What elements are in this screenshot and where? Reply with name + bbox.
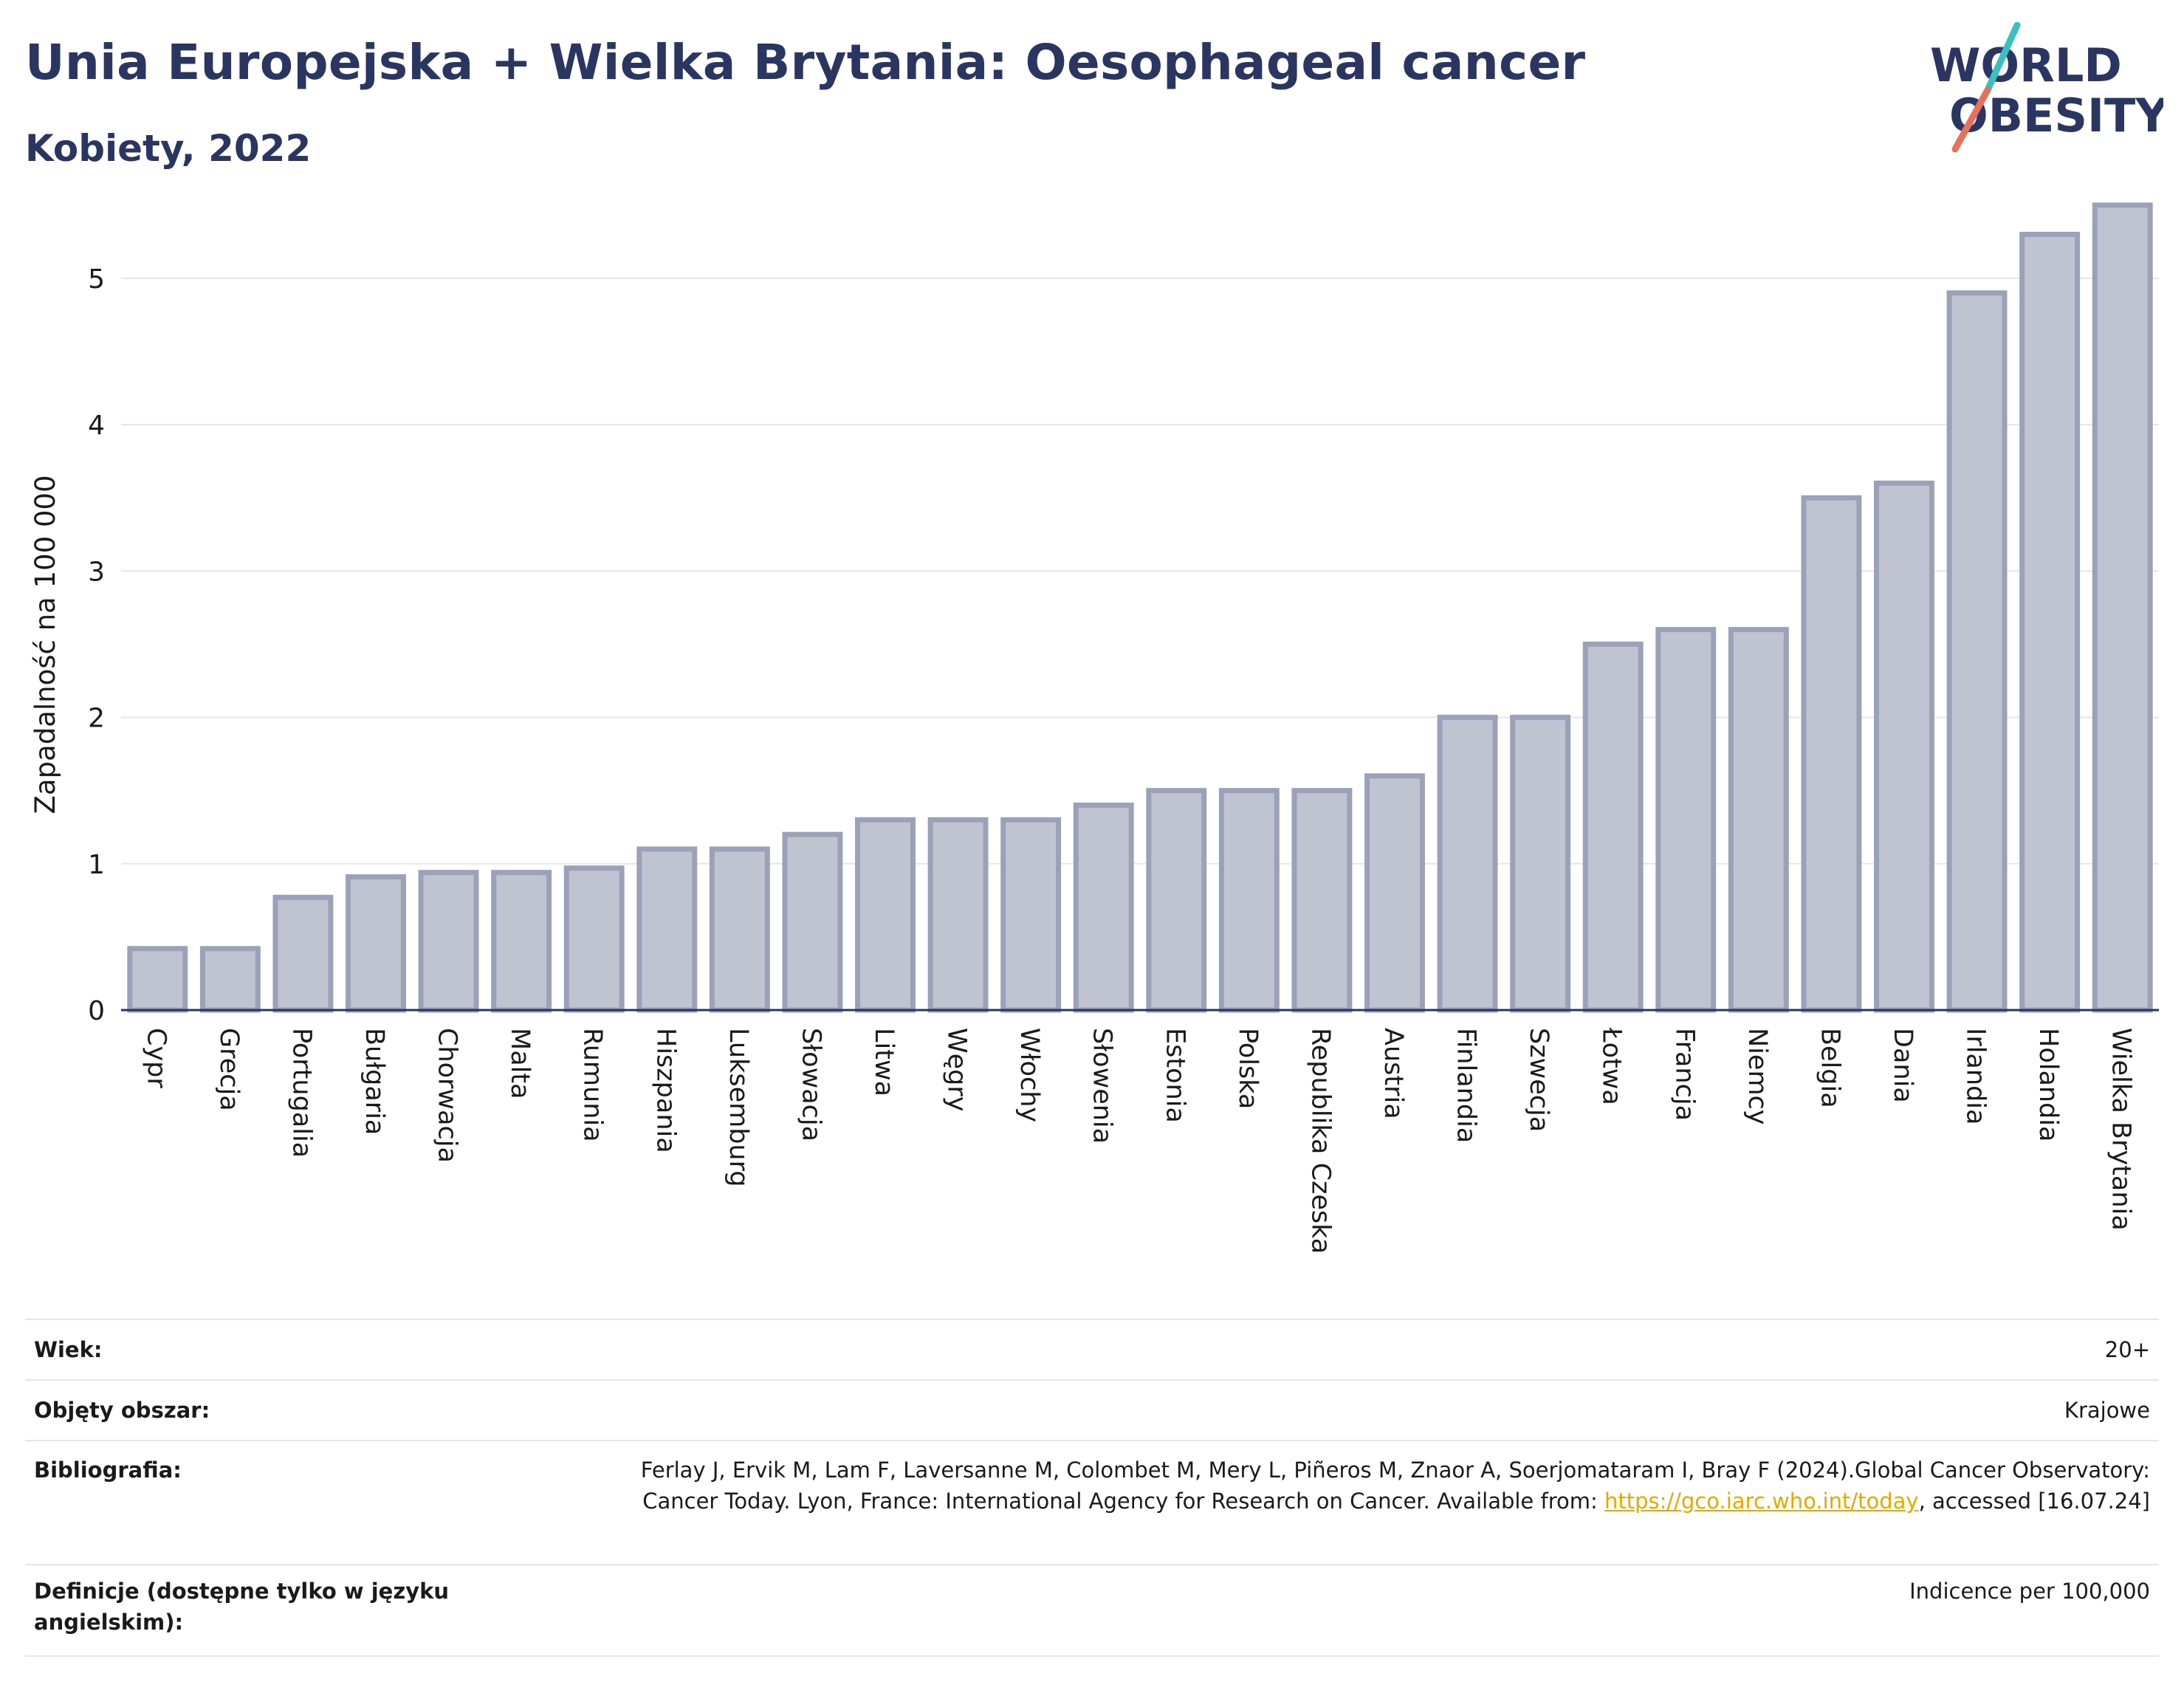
bar <box>127 946 188 1013</box>
y-tick-label: 5 <box>88 264 105 295</box>
bar <box>1437 715 1498 1013</box>
x-tick-label: Węgry <box>942 1028 972 1111</box>
x-tick-label: Finlandia <box>1452 1028 1481 1143</box>
x-tick-label: Malta <box>505 1028 535 1099</box>
x-tick-label: Bułgaria <box>360 1028 389 1135</box>
bar <box>1364 773 1425 1013</box>
meta-row-bibliography: Bibliografia: Ferlay J, Ervik M, Lam F, … <box>25 1440 2159 1564</box>
bar <box>1291 788 1353 1013</box>
bar <box>782 831 843 1013</box>
bibliography-accessed: , accessed [16.07.24] <box>1918 1489 2150 1514</box>
y-tick-label: 4 <box>88 411 105 441</box>
meta-row-definitions: Definicje (dostępne tylko w języku angie… <box>25 1564 2159 1657</box>
axes: 0 1 2 3 4 5 Cypr Grecja Portugalia Bułgaria Chorwa… <box>88 264 2159 1254</box>
bars <box>127 202 2153 1013</box>
x-tick-label: Włochy <box>1014 1028 1044 1122</box>
bar <box>636 846 698 1013</box>
bar <box>1582 641 1644 1013</box>
x-tick-label: Litwa <box>869 1028 899 1096</box>
meta-row-coverage: Objęty obszar: Krajowe <box>25 1379 2159 1440</box>
y-tick-label: 2 <box>88 704 105 734</box>
meta-value-definitions: Indicence per 100,000 <box>1909 1579 2150 1604</box>
x-tick-label: Republika Czeska <box>1305 1028 1335 1254</box>
logo-slash-teal <box>1984 22 2021 94</box>
bar <box>563 865 625 1013</box>
bibliography-link[interactable]: https://gco.iarc.who.int/today <box>1604 1489 1919 1514</box>
y-axis-label: Zapadalność na 100 000 <box>30 476 61 814</box>
bar-chart: 0 1 2 3 4 5 Cypr Grecja Portugalia Bułgaria Chorwa… <box>30 202 2159 1254</box>
bar <box>1218 788 1280 1013</box>
meta-label-coverage: Objęty obszar: <box>34 1398 210 1423</box>
bar <box>1874 480 1934 1013</box>
bar <box>491 870 552 1013</box>
bar <box>709 846 770 1013</box>
y-tick-label: 0 <box>88 996 105 1026</box>
x-tick-label: Austria <box>1378 1028 1408 1119</box>
x-tick-label: Grecja <box>214 1028 244 1111</box>
x-tick-label: Słowacja <box>796 1028 825 1141</box>
bar <box>272 894 334 1013</box>
meta-value-age: 20+ <box>2104 1337 2150 1362</box>
x-tick-label: Cypr <box>141 1028 171 1088</box>
chart-title: Unia Europejska + Wielka Brytania: Oesop… <box>25 34 1586 91</box>
metadata-table: Wiek: 20+ Objęty obszar: Krajowe Bibliog… <box>25 1319 2159 1657</box>
bar <box>1000 817 1062 1013</box>
world-obesity-logo: WORLD OBESITY <box>1930 22 2163 153</box>
x-tick-label: Rumunia <box>578 1028 608 1142</box>
bar <box>2019 231 2081 1013</box>
x-tick-label: Holandia <box>2033 1028 2063 1141</box>
bar <box>1728 627 1789 1013</box>
x-tick-label: Wielka Brytania <box>2106 1028 2136 1231</box>
x-tick-label: Polska <box>1233 1028 1263 1109</box>
x-tick-label: Belgia <box>1815 1028 1844 1108</box>
y-tick-label: 3 <box>88 557 105 587</box>
x-tick-label: Irlandia <box>1961 1028 1991 1125</box>
x-tick-label: Łotwa <box>1597 1027 1627 1105</box>
x-tick-label: Dania <box>1888 1028 1917 1103</box>
bar <box>927 817 989 1013</box>
meta-label-definitions: Definicje (dostępne tylko w języku angie… <box>34 1579 450 1635</box>
bar <box>2092 202 2153 1013</box>
meta-value-coverage: Krajowe <box>2064 1398 2150 1423</box>
bar <box>855 817 916 1013</box>
x-tick-label: Portugalia <box>286 1028 316 1158</box>
bibliography-text: Ferlay J, Ervik M, Lam F, Laversanne M, … <box>640 1458 2150 1514</box>
x-tick-label: Francja <box>1669 1028 1699 1121</box>
y-tick-label: 1 <box>88 850 105 880</box>
chart-subtitle: Kobiety, 2022 <box>25 127 312 170</box>
bar <box>1510 715 1571 1013</box>
bar <box>1655 627 1717 1013</box>
bar <box>1946 290 2008 1013</box>
x-tick-label: Niemcy <box>1742 1028 1772 1125</box>
bar <box>1801 495 1862 1013</box>
bar <box>418 870 479 1013</box>
x-tick-label: Chorwacja <box>433 1028 462 1163</box>
meta-label-age: Wiek: <box>34 1337 103 1362</box>
x-tick-label: Hiszpania <box>650 1028 680 1153</box>
logo-text-world: WORLD <box>1930 38 2122 92</box>
x-tick-label: Szwecja <box>1524 1028 1553 1132</box>
bar <box>199 946 261 1013</box>
bar <box>346 874 406 1013</box>
x-tick-label: Luksemburg <box>724 1028 753 1187</box>
meta-label-bibliography: Bibliografia: <box>34 1458 182 1483</box>
bar <box>1146 788 1207 1013</box>
x-tick-label: Estonia <box>1160 1028 1189 1123</box>
bar <box>1073 803 1134 1013</box>
meta-row-age: Wiek: 20+ <box>25 1319 2159 1379</box>
logo-slash-coral <box>1951 86 1991 153</box>
meta-value-bibliography: Ferlay J, Ervik M, Lam F, Laversanne M, … <box>563 1455 2150 1564</box>
x-tick-label: Słowenia <box>1088 1028 1117 1144</box>
